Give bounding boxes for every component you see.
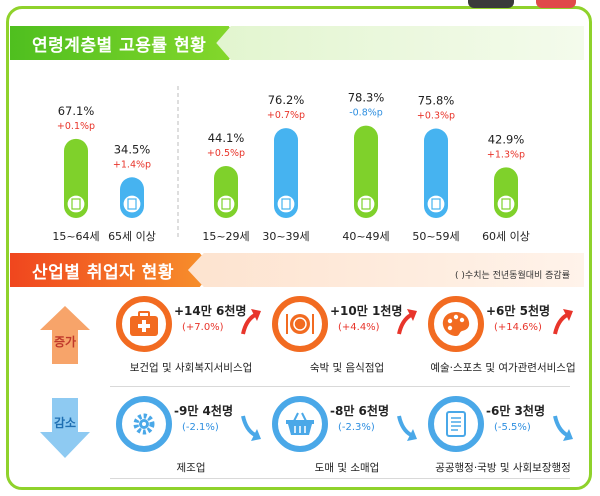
bar-value-label: 34.5% bbox=[114, 142, 151, 156]
industry-rate: (-2.3%) bbox=[338, 422, 375, 433]
top-decoration-left bbox=[468, 0, 514, 8]
industry-increase-2: +10만 1천명 (+4.4%) 숙박 및 음식점업 bbox=[272, 296, 417, 374]
bar-value-label: 76.2% bbox=[268, 93, 305, 107]
row-divider bbox=[110, 386, 570, 387]
industry-name: 제조업 bbox=[176, 462, 206, 474]
industry-value: -8만 6천명 bbox=[330, 404, 389, 418]
section1-banner-tail bbox=[216, 26, 584, 60]
document-icon-page bbox=[281, 198, 291, 210]
bar-change-label: +0.5%p bbox=[207, 148, 245, 159]
document-icon bbox=[216, 194, 236, 214]
document-icon-page bbox=[71, 198, 81, 210]
industry-rate: (+4.4%) bbox=[338, 322, 380, 333]
trend-up-icon bbox=[553, 309, 573, 335]
bar-change-label: +1.3%p bbox=[487, 149, 525, 160]
gear-icon bbox=[116, 396, 172, 452]
document-icon-page bbox=[127, 198, 137, 210]
category-label: 60세 이상 bbox=[482, 230, 530, 243]
trend-up-icon bbox=[241, 309, 261, 335]
category-label: 40~49세 bbox=[342, 230, 389, 243]
dining-plate-icon bbox=[272, 296, 328, 352]
document-icon bbox=[426, 194, 446, 214]
bar-change-label: +0.3%p bbox=[417, 111, 455, 122]
document-icon-page bbox=[501, 198, 511, 210]
industry-rate: (+14.6%) bbox=[494, 322, 542, 333]
bar-30~39세 bbox=[274, 128, 298, 218]
document-icon bbox=[496, 194, 516, 214]
category-label: 15~29세 bbox=[202, 230, 249, 243]
decrease-label: 감소 bbox=[53, 415, 77, 430]
document-icon bbox=[122, 194, 142, 214]
industry-decrease-2: -8만 6천명 (-2.3%) 도매 및 소매업 bbox=[272, 396, 417, 474]
bar-value-label: 42.9% bbox=[488, 132, 525, 146]
industry-value: +14만 6천명 bbox=[174, 304, 247, 318]
industry-value: -9만 4천명 bbox=[174, 404, 233, 418]
industry-name: 공공행정·국방 및 사회보장행정 bbox=[435, 462, 571, 474]
section2-title: 산업별 취업자 현황 bbox=[10, 253, 214, 287]
rate-note: ( )수치는 전년동월대비 증감률 bbox=[455, 271, 570, 281]
bar-change-label: +0.7%p bbox=[267, 110, 305, 121]
industry-decrease-1: -9만 4천명 (-2.1%) 제조업 bbox=[116, 396, 261, 474]
section2-banner-tail bbox=[187, 253, 584, 287]
up-arrow-shape bbox=[40, 306, 90, 364]
industry-value: +10만 1천명 bbox=[330, 304, 403, 318]
bar-value-label: 67.1% bbox=[58, 104, 95, 118]
increase-marker: 증가 bbox=[40, 306, 90, 364]
trend-up-icon bbox=[397, 309, 417, 335]
trend-down-icon bbox=[553, 415, 573, 441]
section2-banner: 산업별 취업자 현황 bbox=[10, 253, 584, 287]
industry-name: 숙박 및 음식점업 bbox=[309, 362, 385, 374]
bar-value-label: 78.3% bbox=[348, 91, 385, 105]
section1-banner: 연령계층별 고용률 현황 bbox=[10, 26, 584, 60]
section1-title: 연령계층별 고용률 현황 bbox=[10, 26, 241, 60]
document-icon-page bbox=[361, 198, 371, 210]
industry-increase-3: +6만 5천명 (+14.6%) 예술·스포츠 및 여가관련서비스업 bbox=[428, 296, 576, 374]
industry-decrease-3: -6만 3천명 (-5.5%) 공공행정·국방 및 사회보장행정 bbox=[428, 396, 573, 474]
trend-down-icon bbox=[397, 415, 417, 441]
industry-increase-1: +14만 6천명 (+7.0%) 보건업 및 사회복지서비스업 bbox=[116, 296, 261, 374]
first-aid-kit-icon bbox=[116, 296, 172, 352]
bar-50~59세 bbox=[424, 128, 448, 218]
industry-name: 예술·스포츠 및 여가관련서비스업 bbox=[430, 362, 576, 374]
decrease-marker: 감소 bbox=[40, 398, 90, 458]
art-palette-icon bbox=[428, 296, 484, 352]
document-icon-page bbox=[431, 198, 441, 210]
bar-value-label: 44.1% bbox=[208, 131, 245, 145]
industry-name: 보건업 및 사회복지서비스업 bbox=[129, 362, 253, 374]
category-label: 15~64세 bbox=[52, 230, 99, 243]
document-icon-page bbox=[221, 198, 231, 210]
category-label: 50~59세 bbox=[412, 230, 459, 243]
industry-rate: (-5.5%) bbox=[494, 422, 531, 433]
industry-rate: (-2.1%) bbox=[182, 422, 219, 433]
document-icon bbox=[276, 194, 296, 214]
employment-rate-svg: 67.1% +0.1%p 15~64세 34.5% +1.4%p 65세 이상 44.1% +… bbox=[52, 86, 530, 243]
industry-value: +6만 5천명 bbox=[486, 304, 551, 318]
category-label: 65세 이상 bbox=[108, 230, 156, 243]
bar-value-label: 75.8% bbox=[418, 94, 455, 108]
shopping-basket-icon bbox=[272, 396, 328, 452]
trend-down-icon bbox=[241, 415, 261, 441]
increase-label: 증가 bbox=[53, 334, 77, 349]
industry-rate: (+7.0%) bbox=[182, 322, 224, 333]
industry-name: 도매 및 소매업 bbox=[314, 462, 380, 474]
document-icon bbox=[356, 194, 376, 214]
down-arrow-shape bbox=[40, 398, 90, 458]
document-icon bbox=[66, 194, 86, 214]
industry-value: -6만 3천명 bbox=[486, 404, 545, 418]
bar-40~49세 bbox=[354, 125, 378, 218]
bar-change-label: -0.8%p bbox=[349, 108, 383, 119]
document-scroll-icon bbox=[428, 396, 484, 452]
category-label: 30~39세 bbox=[262, 230, 309, 243]
bar-change-label: +1.4%p bbox=[113, 159, 151, 170]
top-decoration-right bbox=[536, 0, 576, 8]
bar-change-label: +0.1%p bbox=[57, 121, 95, 132]
row-divider bbox=[110, 478, 570, 479]
